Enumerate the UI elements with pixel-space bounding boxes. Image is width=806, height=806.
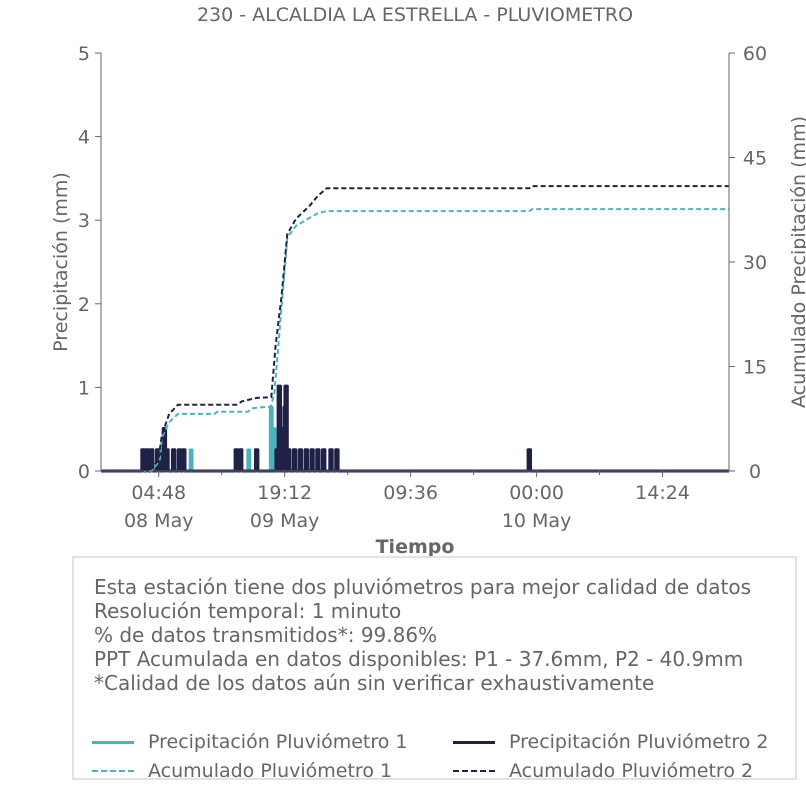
y-left-tick-label: 3 (78, 210, 90, 232)
legend-label: Precipitación Pluviómetro 1 (148, 731, 408, 753)
x-date-label: 10 May (502, 510, 572, 532)
x-tick-label: 00:00 (509, 482, 564, 504)
info-lines: Esta estación tiene dos pluviómetros par… (94, 575, 751, 695)
info-line-data-transmitted: % de datos transmitidos*: 99.86% (94, 623, 438, 647)
info-line-quality-note: *Calidad de los datos aún sin verificar … (94, 671, 655, 695)
x-tick-label: 09:36 (383, 482, 438, 504)
info-line-accumulated-ppt: PPT Acumulada en datos disponibles: P1 -… (94, 647, 744, 671)
y-left-tick-label: 1 (78, 377, 90, 399)
legend-label: Acumulado Pluviómetro 2 (509, 760, 754, 782)
series-precip-p2-line (101, 384, 729, 473)
chart-title: 230 - ALCALDIA LA ESTRELLA - PLUVIOMETRO (197, 4, 633, 26)
y-right-tick-label: 15 (743, 357, 767, 379)
legend-swatch-dashed (92, 770, 134, 772)
y-left-tick-label: 2 (78, 294, 90, 316)
y-right-tick-label: 45 (743, 148, 767, 170)
y-axis-right-label: Acumulado Precipitación (mm) (788, 116, 806, 408)
x-date-label: 09 May (250, 510, 320, 532)
plot-area (101, 185, 729, 473)
legend-label: Acumulado Pluviómetro 1 (148, 760, 393, 782)
x-tick-label: 14:24 (635, 482, 690, 504)
series-accum-p1-line (101, 208, 729, 472)
legend-swatch-solid (92, 741, 134, 744)
info-box: Esta estación tiene dos pluviómetros par… (72, 556, 797, 782)
x-tick-label: 04:48 (131, 482, 186, 504)
legend-swatch-solid (453, 741, 495, 744)
info-line-dual-gauges: Esta estación tiene dos pluviómetros par… (94, 575, 752, 599)
x-tick-label: 19:12 (257, 482, 312, 504)
x-date-label: 08 May (124, 510, 194, 532)
y-left-tick-label: 5 (78, 43, 90, 65)
y-axis-left-label: Precipitación (mm) (50, 172, 72, 352)
legend-swatch-dashed (453, 770, 495, 772)
y-left-tick-label: 4 (78, 127, 90, 149)
y-right-tick-label: 60 (743, 43, 767, 65)
y-left-tick-label: 0 (78, 461, 90, 483)
info-line-resolution: Resolución temporal: 1 minuto (94, 599, 402, 623)
series-precip-p1-line (101, 406, 729, 473)
legend-label: Precipitación Pluviómetro 2 (509, 731, 769, 753)
series-accum-p2-line (101, 185, 729, 472)
y-right-tick-label: 30 (743, 252, 767, 274)
y-right-tick-label: 0 (749, 461, 761, 483)
x-axis-label: Tiempo (376, 536, 455, 558)
